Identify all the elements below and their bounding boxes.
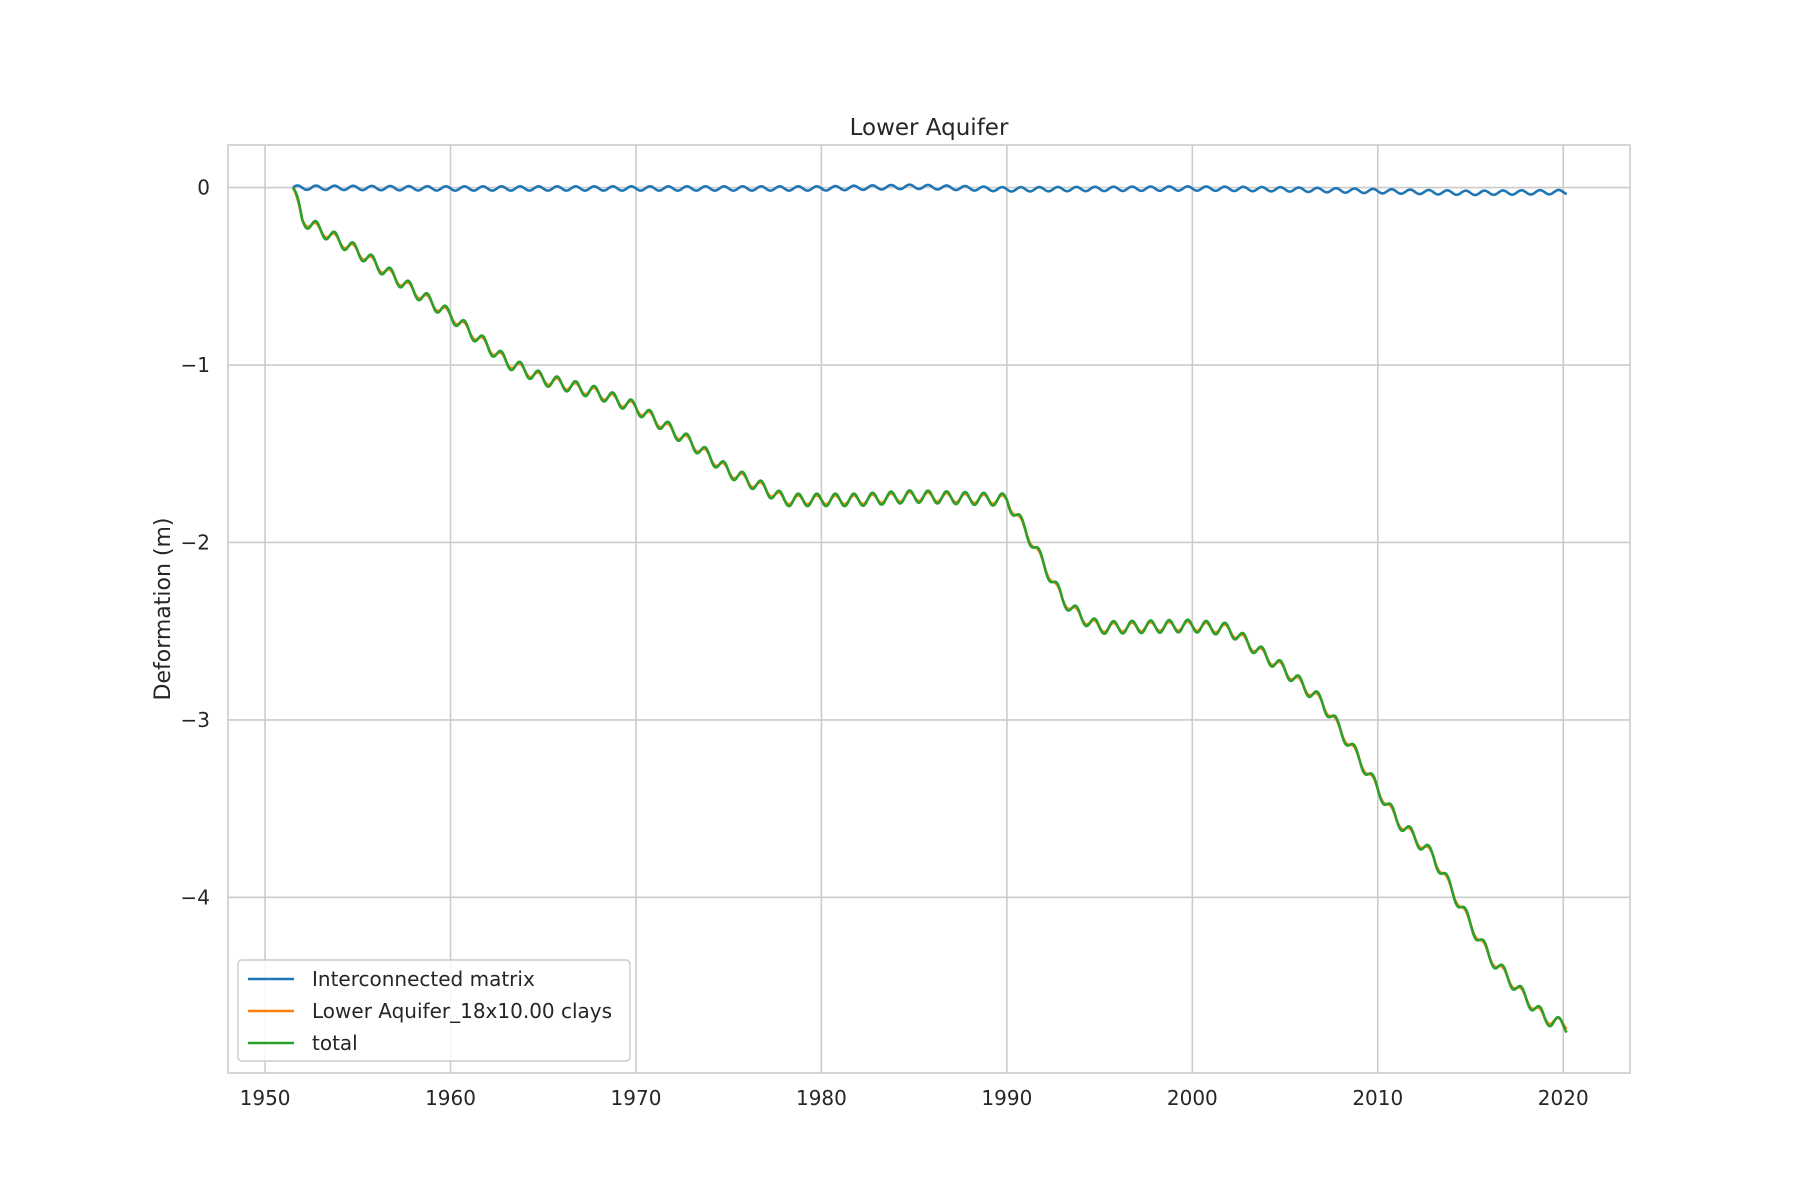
series-line-0 xyxy=(291,183,1568,197)
x-tick-labels: 1950 1960 1970 1980 1990 2000 2010 2020 xyxy=(240,1086,1589,1110)
y-tick-label: −2 xyxy=(181,530,210,554)
legend-entry: Interconnected matrix xyxy=(312,967,535,991)
x-tick-label: 1980 xyxy=(796,1086,847,1110)
legend-entry: Lower Aquifer_18x10.00 clays xyxy=(312,999,612,1023)
y-axis-label: Deformation (m) xyxy=(151,518,176,701)
y-tick-label: −1 xyxy=(181,353,210,377)
x-tick-label: 1960 xyxy=(425,1086,476,1110)
x-tick-label: 2020 xyxy=(1538,1086,1589,1110)
legend: Interconnected matrix Lower Aquifer_18x10… xyxy=(237,959,631,1062)
series-line-2 xyxy=(291,186,1568,1034)
y-tick-labels: 0 −1 −2 −3 −4 xyxy=(181,176,210,910)
x-tick-label: 1950 xyxy=(240,1086,291,1110)
series-lines xyxy=(291,183,1568,1034)
x-tick-label: 2000 xyxy=(1167,1086,1218,1110)
legend-entry: total xyxy=(312,1031,358,1055)
x-tick-label: 2010 xyxy=(1352,1086,1403,1110)
y-tick-label: −3 xyxy=(181,708,210,732)
x-tick-label: 1990 xyxy=(981,1086,1032,1110)
plot-frame xyxy=(227,144,1631,1074)
y-tick-label: 0 xyxy=(197,176,210,200)
legend-box xyxy=(237,959,631,1062)
x-tick-label: 1970 xyxy=(611,1086,662,1110)
chart-title: Lower Aquifer xyxy=(850,115,1009,141)
y-tick-label: −4 xyxy=(181,885,210,909)
